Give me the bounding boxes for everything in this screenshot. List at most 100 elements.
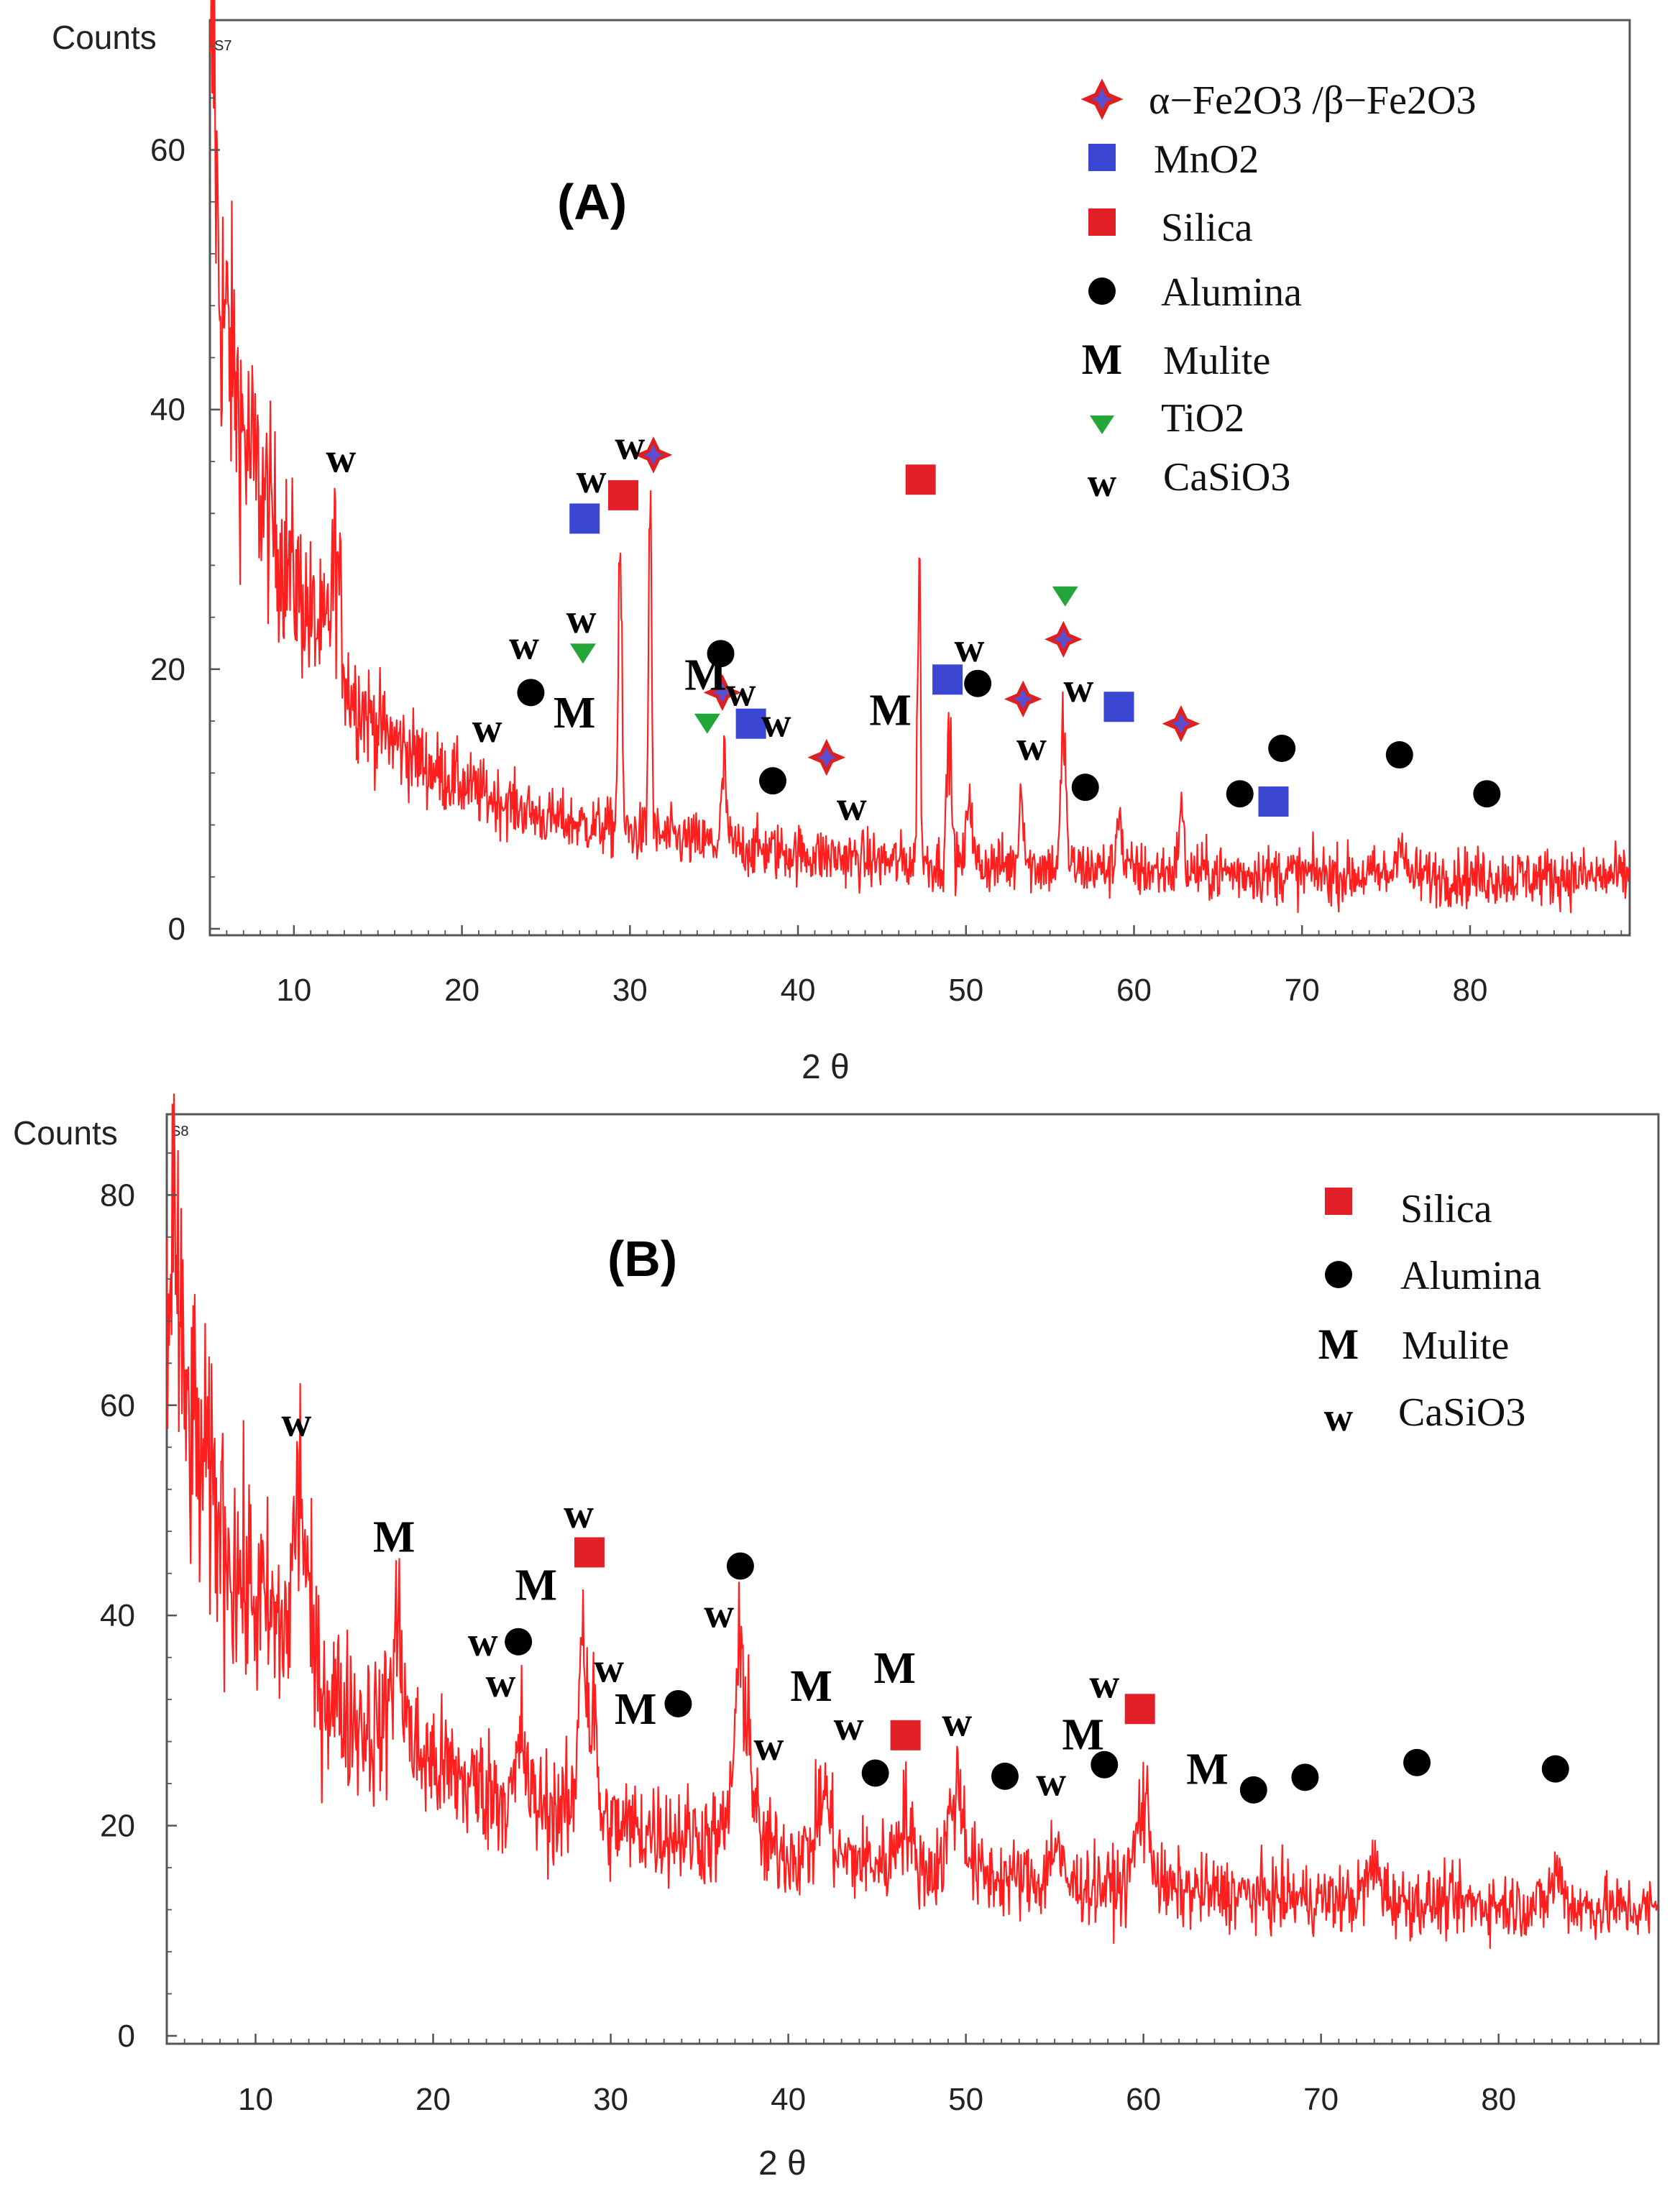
casio3-annotation: w — [761, 699, 791, 746]
casio3-annotation: w — [577, 455, 607, 502]
casio3-annotation: w — [753, 1722, 784, 1769]
alumina-marker — [664, 1689, 692, 1717]
legend-a-casio3-icon: w — [1088, 461, 1117, 505]
panel-a: Counts S7 (A) 2 θ 10 20 30 40 50 60 70 80 0 20 40… — [52, 0, 1631, 1086]
x-tick-label: 40 — [771, 2082, 806, 2117]
legend-a-mno2-icon — [1088, 144, 1116, 171]
silica-marker — [574, 1537, 605, 1568]
y-tick-label: 80 — [100, 1178, 135, 1213]
legend-a-tio2-label: TiO2 — [1161, 396, 1244, 441]
panel-b-label: (B) — [607, 1231, 677, 1287]
mno2-marker — [1258, 786, 1289, 817]
casio3-annotation: w — [594, 1645, 624, 1692]
panel-b: Counts S8 (B) 2 θ 10 20 30 40 50 60 70 80 0 20 40… — [13, 1093, 1660, 2182]
mulite-annotation: M — [515, 1561, 558, 1610]
x-tick-label: 20 — [444, 973, 479, 1008]
mulite-annotation: M — [1062, 1710, 1104, 1759]
legend-b-casio3-icon: w — [1324, 1395, 1354, 1440]
legend-a-mulite-label: Mulite — [1163, 339, 1270, 383]
fe2o3-marker — [1044, 620, 1083, 658]
casio3-annotation: w — [1036, 1758, 1066, 1805]
mulite-annotation: M — [869, 686, 912, 735]
y-tick-label: 20 — [150, 652, 185, 687]
legend-b-silica-label: Silica — [1400, 1187, 1492, 1231]
alumina-marker — [1541, 1755, 1569, 1783]
y-tick-label: 40 — [150, 393, 185, 428]
casio3-annotation: w — [615, 421, 645, 468]
casio3-annotation: w — [468, 1618, 498, 1665]
alumina-marker — [726, 1552, 754, 1580]
panel-a-frame — [208, 19, 1631, 937]
panel-a-markers — [517, 436, 1501, 817]
panel-a-x-ticks: 10 20 30 40 50 60 70 80 — [209, 925, 1622, 1008]
casio3-annotation: w — [704, 1590, 734, 1637]
mulite-annotation: M — [874, 1644, 917, 1693]
legend-a-alumina-label: Alumina — [1161, 270, 1302, 315]
casio3-annotation: w — [472, 704, 502, 751]
panel-a-trace — [208, 0, 1630, 914]
x-tick-label: 70 — [1285, 973, 1320, 1008]
alumina-marker — [1091, 1750, 1119, 1778]
x-tick-label: 80 — [1452, 973, 1487, 1008]
casio3-annotation: w — [942, 1698, 972, 1745]
silica-marker — [905, 464, 936, 495]
alumina-marker — [1385, 741, 1413, 769]
x-tick-label: 60 — [1116, 973, 1152, 1008]
alumina-marker — [1473, 780, 1501, 808]
panel-a-label: (A) — [557, 174, 627, 230]
casio3-annotation: w — [834, 1702, 864, 1749]
alumina-marker — [1268, 735, 1296, 763]
fe2o3-marker — [634, 436, 673, 474]
mno2-marker — [932, 664, 963, 695]
legend-a-casio3-label: CaSiO3 — [1163, 455, 1290, 500]
fe2o3-marker — [807, 738, 846, 776]
panel-a-ylabel: Counts — [52, 19, 157, 56]
casio3-annotation: w — [1063, 664, 1093, 711]
x-tick-label: 40 — [781, 973, 816, 1008]
y-tick-label: 0 — [168, 912, 185, 947]
mulite-annotation: M — [790, 1662, 832, 1711]
fe2o3-marker — [1162, 704, 1201, 743]
mulite-annotation: M — [1186, 1745, 1229, 1794]
casio3-annotation: w — [837, 782, 867, 829]
tio2-marker — [1052, 586, 1078, 607]
panel-b-trace — [165, 1093, 1659, 1950]
y-tick-label: 60 — [100, 1388, 135, 1423]
panel-b-xlabel: 2 θ — [758, 2144, 807, 2182]
x-tick-label: 50 — [948, 973, 983, 1008]
alumina-marker — [758, 767, 786, 795]
legend-b-alumina-icon — [1325, 1261, 1352, 1288]
xrd-trace-line — [165, 1093, 1659, 1950]
alumina-marker — [505, 1628, 533, 1656]
tio2-marker — [694, 713, 720, 734]
legend-b-mulite-icon: M — [1318, 1321, 1359, 1368]
alumina-marker — [707, 640, 735, 668]
panel-b-ylabel: Counts — [13, 1114, 118, 1152]
legend-b-silica-icon — [1325, 1188, 1352, 1215]
alumina-marker — [991, 1762, 1019, 1790]
legend-a-silica-icon — [1088, 208, 1116, 236]
xrd-trace-line — [208, 0, 1630, 914]
mno2-marker — [735, 708, 766, 739]
panel-a-xlabel: 2 θ — [802, 1048, 850, 1086]
y-tick-label: 20 — [100, 1809, 135, 1844]
alumina-marker — [1071, 774, 1099, 802]
panel-a-legend: α−Fe2O3 /β−Fe2O3 MnO2 Silica Alumina M M… — [1080, 78, 1476, 505]
casio3-annotation: w — [281, 1399, 311, 1446]
legend-a-alumina-icon — [1088, 277, 1116, 305]
y-tick-label: 0 — [118, 2019, 135, 2054]
x-tick-label: 50 — [948, 2082, 983, 2117]
x-tick-label: 20 — [416, 2082, 451, 2117]
alumina-marker — [1403, 1748, 1431, 1776]
legend-a-tio2-icon — [1090, 416, 1114, 434]
casio3-annotation: w — [485, 1659, 515, 1706]
legend-a-mulite-icon: M — [1082, 336, 1123, 383]
casio3-annotation: w — [726, 668, 756, 715]
casio3-annotation: w — [955, 624, 985, 671]
x-tick-label: 10 — [276, 973, 311, 1008]
mno2-marker — [1103, 692, 1134, 722]
x-tick-label: 30 — [593, 2082, 628, 2117]
legend-b-mulite-label: Mulite — [1402, 1323, 1509, 1368]
x-tick-label: 80 — [1481, 2082, 1516, 2117]
